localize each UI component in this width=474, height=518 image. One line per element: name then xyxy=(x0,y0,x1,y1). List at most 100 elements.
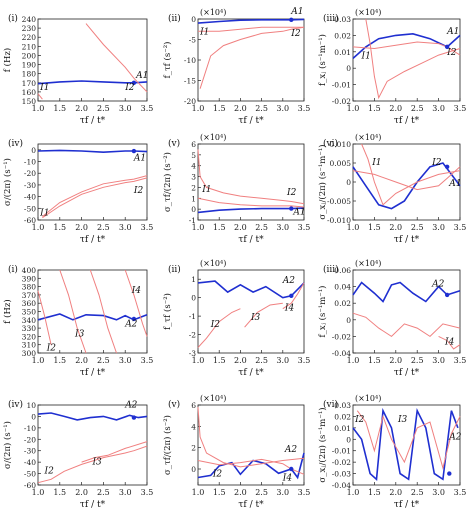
panel-9-xlabel: τf / t* xyxy=(394,368,420,378)
panel-10-marker xyxy=(131,415,137,420)
panel-6-panel-label: (vi) xyxy=(323,138,338,149)
panel-8-multiplier: (×10⁴) xyxy=(200,259,226,268)
panel-1-ylabel: f (Hz) xyxy=(2,48,13,72)
panel-1-xtick-label: 2.0 xyxy=(75,104,88,113)
panel-8-series-A2 xyxy=(197,280,305,299)
panel-9-xtick-label: 2.0 xyxy=(389,356,402,365)
panel-7-ytick-label: 370 xyxy=(22,291,37,300)
panel-5-curve-label: I1 xyxy=(201,185,211,195)
panel-2-xtick-label: 1.0 xyxy=(192,104,205,113)
panel-1-curve-label: I1 xyxy=(39,83,49,93)
panel-2-series-A1 xyxy=(197,18,305,24)
panel-3-xtick-label: 1.0 xyxy=(347,104,360,113)
panel-5-multiplier: (×10⁴) xyxy=(200,133,226,142)
panel-4-series-I2 xyxy=(42,175,148,217)
panel-3-curve-label: I1 xyxy=(361,51,371,61)
panel-10-xlabel: τf / t* xyxy=(80,500,106,510)
panel-12-curve-label: A2 xyxy=(448,432,461,442)
panel-9-ytick-label: -0.04 xyxy=(332,349,351,358)
panel-8-ytick-label: 0 xyxy=(191,294,196,303)
panel-5-xtick-label: 3.5 xyxy=(298,223,311,232)
panel-2-curve-label: I2 xyxy=(290,29,301,39)
panel-2-ytick-label: -10 xyxy=(184,56,196,65)
panel-12-ytick-label: 0.01 xyxy=(334,424,351,433)
panel-2-ytick-label: 0 xyxy=(191,15,196,24)
panel-4-xtick-label: 3.5 xyxy=(141,223,154,232)
panel-1-ytick-label: 180 xyxy=(22,70,37,79)
panel-11-panel-label: (v) xyxy=(168,399,180,410)
panel-1-ytick-label: 240 xyxy=(22,15,37,24)
panel-7-ytick-label: 330 xyxy=(22,324,37,333)
panel-6-xtick-label: 3.0 xyxy=(432,223,445,232)
panel-9-ytick-label: 0.02 xyxy=(334,299,351,308)
panel-10-series-A2 xyxy=(37,412,148,421)
panel-3-ytick-label: 0.01 xyxy=(334,48,351,57)
panel-10-series-I2 xyxy=(37,445,148,484)
panel-12-ytick-label: 0.02 xyxy=(334,412,351,421)
panel-12-ytick-label: 0.03 xyxy=(334,401,351,410)
panel-8-series-I4 xyxy=(282,282,305,310)
panel-12-ytick-label: -0.04 xyxy=(332,481,351,490)
panel-2-panel-label: (ii) xyxy=(168,13,181,24)
panel-5-xtick-label: 3.0 xyxy=(276,223,289,232)
panel-12-xtick-label: 3.0 xyxy=(432,488,445,497)
panel-4-ytick-label: -30 xyxy=(24,181,36,190)
panel-8-xtick-label: 3.5 xyxy=(298,356,311,365)
panel-2-marker xyxy=(289,17,294,23)
panel-10-ylabel: σ/(2π) (s⁻¹) xyxy=(2,421,13,469)
panel-12-ytick-label: -0.03 xyxy=(332,470,351,479)
panel-4-xtick-label: 2.0 xyxy=(75,223,88,232)
panel-2-series-I1 xyxy=(198,26,304,32)
panel-7-ytick-label: 380 xyxy=(22,283,37,292)
panel-9-series-I2 xyxy=(352,312,461,338)
panel-10-xtick-label: 1.5 xyxy=(53,488,66,497)
panel-12-marker xyxy=(447,471,452,476)
panel-10-ytick-label: -40 xyxy=(24,458,36,467)
panel-1-series-I2 xyxy=(85,23,148,93)
panel-9-multiplier: (×10⁴) xyxy=(355,259,381,268)
panel-7-xlabel: τf / t* xyxy=(80,368,106,378)
panel-5-marker xyxy=(289,206,294,211)
panel-7-series-A2 xyxy=(37,313,148,321)
panel-8-series-I3 xyxy=(244,302,283,328)
panel-10-xtick-label: 1.0 xyxy=(32,488,45,497)
panel-8-panel-label: (ii) xyxy=(168,264,181,275)
panel-6-ytick-label: 0 xyxy=(346,178,351,187)
panel-9-xtick-label: 3.0 xyxy=(432,356,445,365)
panel-9-panel-label: (iii) xyxy=(323,264,339,275)
panel-8-xtick-label: 2.0 xyxy=(234,356,247,365)
panel-3-marker xyxy=(444,44,450,50)
panel-4-curve-label: A1 xyxy=(133,153,146,163)
panel-10-ytick-label: -10 xyxy=(24,424,36,433)
panel-4-curve-label: I2 xyxy=(133,186,144,196)
panel-10-xtick-label: 3.0 xyxy=(119,488,132,497)
panel-10-curve-label: A2 xyxy=(124,400,137,410)
panel-9-xtick-label: 3.5 xyxy=(454,356,467,365)
panel-1-ytick-label: 170 xyxy=(22,79,37,88)
panel-3-xtick-label: 1.5 xyxy=(368,104,381,113)
panel-8-marker xyxy=(289,293,294,299)
panel-3-panel-label: (iii) xyxy=(323,13,339,24)
panel-11-ytick-label: 0 xyxy=(191,465,196,474)
panel-4-marker xyxy=(131,148,137,154)
panel-11-xtick-label: 1.5 xyxy=(213,488,226,497)
panel-7-ytick-label: 340 xyxy=(22,316,37,325)
panel-6-ytick-label: -0.010 xyxy=(327,216,351,225)
panel-4-frame xyxy=(37,143,148,221)
panel-11-multiplier: (×10⁴) xyxy=(200,394,226,403)
panel-7-series-I4 xyxy=(124,269,148,337)
panel-7-xtick-label: 3.5 xyxy=(141,356,154,365)
panel-3-ytick-label: -0.02 xyxy=(332,97,351,106)
panel-10-ytick-label: -20 xyxy=(24,435,36,444)
panel-7-series-I2 xyxy=(37,290,52,345)
panel-6-curve-label: A1 xyxy=(448,179,461,189)
panel-11-xtick-label: 1.0 xyxy=(192,488,205,497)
panel-2-curve-label: A1 xyxy=(290,7,303,17)
panel-11-xtick-label: 2.5 xyxy=(255,488,268,497)
panel-1-panel-label: (i) xyxy=(8,13,18,24)
panel-10-curve-label: I2 xyxy=(44,467,55,477)
panel-10-ytick-label: 10 xyxy=(26,401,36,410)
panel-10-ytick-label: -60 xyxy=(24,481,36,490)
panel-9-xtick-label: 1.0 xyxy=(347,356,360,365)
panel-7-frame xyxy=(37,269,148,354)
